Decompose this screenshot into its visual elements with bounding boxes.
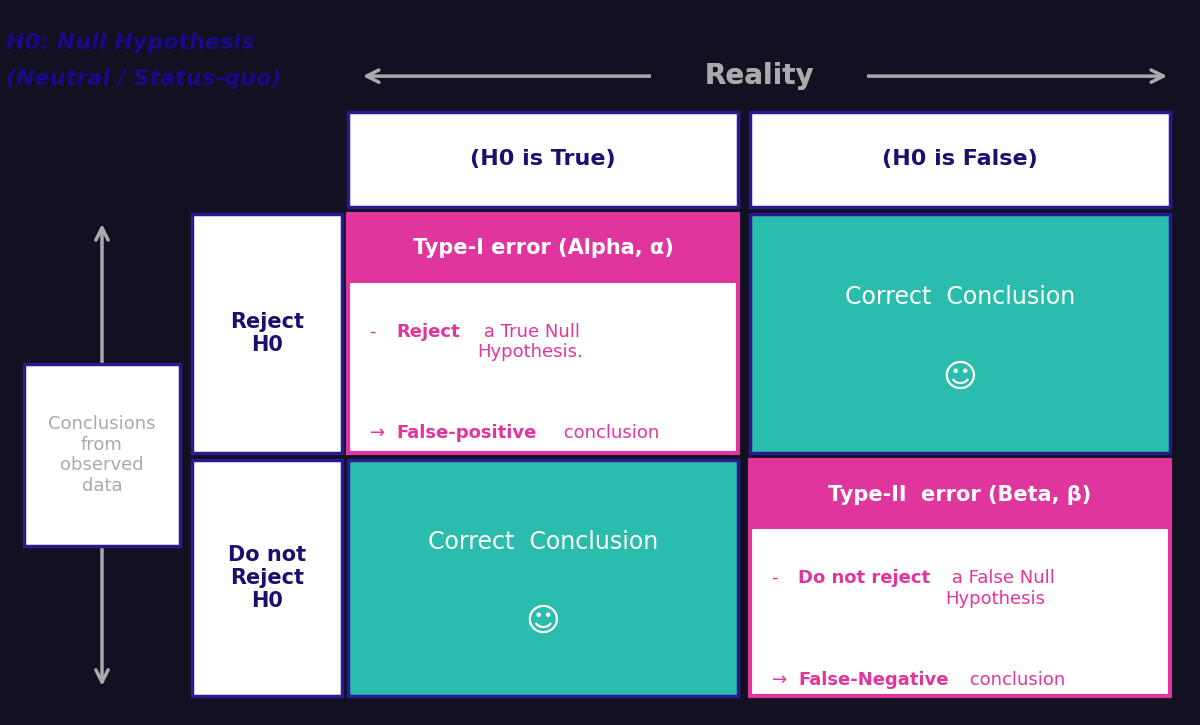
Bar — [348, 112, 738, 207]
Text: a False Null
Hypothesis: a False Null Hypothesis — [946, 569, 1055, 608]
Bar — [750, 460, 1170, 696]
Text: conclusion: conclusion — [558, 424, 659, 442]
Text: →: → — [370, 424, 390, 442]
Bar — [348, 460, 738, 696]
Text: (Neutral / Status-quo): (Neutral / Status-quo) — [6, 69, 281, 89]
Text: Reality: Reality — [704, 62, 814, 90]
Text: Correct  Conclusion: Correct Conclusion — [428, 530, 658, 554]
Bar — [24, 365, 180, 546]
Text: Conclusions
from
observed
data: Conclusions from observed data — [48, 415, 156, 495]
Text: False-positive: False-positive — [396, 424, 536, 442]
Text: a True Null
Hypothesis.: a True Null Hypothesis. — [478, 323, 583, 362]
Text: ☺: ☺ — [943, 360, 977, 394]
Text: Reality: Reality — [704, 62, 814, 90]
Text: Do not reject: Do not reject — [798, 569, 930, 587]
Bar — [348, 214, 738, 453]
Text: Reject
H0: Reject H0 — [230, 312, 304, 355]
Text: False-Negative: False-Negative — [798, 671, 948, 689]
Bar — [192, 214, 342, 453]
Text: conclusion: conclusion — [964, 671, 1064, 689]
Bar — [348, 214, 738, 283]
Text: -: - — [772, 569, 784, 587]
Text: Reject: Reject — [396, 323, 460, 341]
Bar — [192, 460, 342, 696]
Text: Type-I error (Alpha, α): Type-I error (Alpha, α) — [413, 239, 673, 258]
Bar — [750, 112, 1170, 207]
Text: ☺: ☺ — [526, 605, 560, 638]
Bar — [650, 51, 866, 102]
Bar — [750, 460, 1170, 529]
Text: (H0 is False): (H0 is False) — [882, 149, 1038, 170]
Text: Correct  Conclusion: Correct Conclusion — [845, 285, 1075, 310]
Text: -: - — [370, 323, 382, 341]
Text: (H0 is True): (H0 is True) — [470, 149, 616, 170]
Text: H0: Null Hypothesis: H0: Null Hypothesis — [6, 33, 254, 53]
Bar — [750, 214, 1170, 453]
Text: Type-II  error (Beta, β): Type-II error (Beta, β) — [828, 485, 1092, 505]
Text: →: → — [772, 671, 792, 689]
Text: Do not
Reject
H0: Do not Reject H0 — [228, 545, 306, 611]
